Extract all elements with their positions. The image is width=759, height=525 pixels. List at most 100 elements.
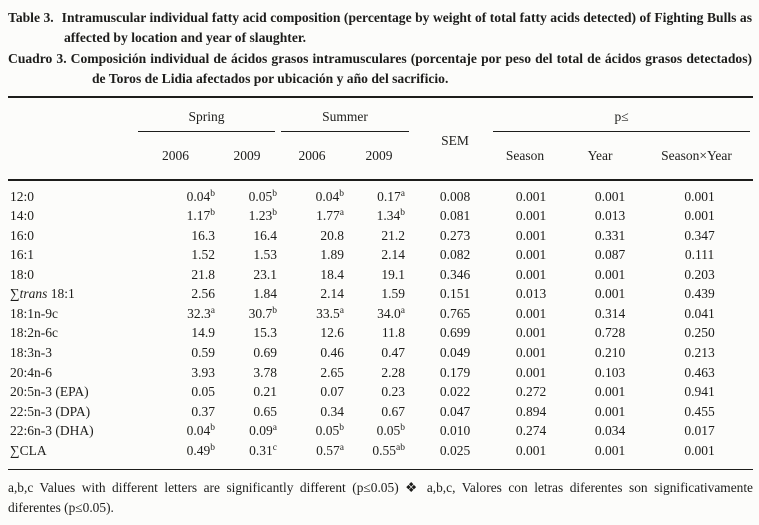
cell-value: 0.47: [381, 345, 406, 360]
value-cell-p-season: 0.001: [490, 440, 561, 471]
value-cell-sem: 0.765: [412, 304, 490, 324]
cell-value: 1.23: [248, 208, 273, 224]
value-cell-p-season: 0.001: [490, 323, 560, 343]
cell-value: 1.34: [376, 208, 401, 224]
cell-value: 20.8: [320, 227, 345, 243]
cell-value: 1.17: [186, 208, 211, 224]
value-cell-p-season-x-year: 0.001: [640, 440, 754, 471]
cell-superscript: b: [272, 305, 278, 316]
season-x-year-header: Season×Year: [640, 131, 754, 181]
cell-value: 0.001: [515, 266, 547, 282]
value-cell-summer-2009: 19.1: [346, 265, 412, 285]
row-label-text: 12:0: [10, 188, 35, 204]
sum-symbol: ∑: [10, 286, 20, 302]
table-row: 18:2n-6c 14.9 15.3 12.6 11.8 0.699 0.001…: [8, 323, 753, 343]
value-cell-summer-2006: 20.8: [278, 226, 346, 246]
value-cell-p-year: 0.001: [560, 284, 640, 304]
value-cell-summer-2006: 1.77a: [278, 206, 346, 226]
row-label-text: 18:0: [10, 266, 35, 282]
cell-value: 0.008: [439, 188, 471, 204]
cell-value: 0.04: [186, 423, 211, 439]
value-cell-spring-2006: 32.3a: [135, 304, 216, 324]
table-row: 18:3n-3 0.59 0.69 0.46 0.47 0.049 0.001 …: [8, 343, 753, 363]
cell-value: 0.05: [376, 423, 401, 439]
value-cell-summer-2006: 33.5a: [278, 304, 346, 324]
cell-value: 0.65: [253, 403, 278, 419]
value-cell-p-year: 0.087: [560, 245, 640, 265]
cell-value: 0.001: [515, 364, 547, 380]
value-cell-summer-2006: 0.46: [278, 343, 346, 363]
cell-value: 0.034: [594, 423, 626, 439]
cell-value: 15.3: [253, 325, 278, 341]
caption-spanish-text: Composición individual de ácidos grasos …: [70, 50, 753, 87]
summer-2006-header: 2006: [278, 131, 347, 181]
cell-value: 0.09: [249, 423, 273, 439]
row-label-text: CLA: [19, 442, 47, 458]
cell-value: 0.941: [684, 384, 715, 400]
table-row: 22:6n-3 (DHA) 0.04b 0.09a 0.05b 0.05b 0.…: [8, 421, 753, 441]
value-cell-spring-2006: 14.9: [135, 323, 216, 343]
cell-value: 0.31: [249, 442, 273, 458]
cell-value: 0.59: [191, 345, 215, 360]
value-cell-spring-2006: 1.52: [135, 245, 216, 265]
cell-value: 0.274: [515, 423, 547, 439]
cell-value: 0.001: [515, 325, 547, 341]
row-label: 20:5n-3 (EPA): [8, 382, 135, 402]
cell-value: 0.455: [684, 403, 715, 419]
value-cell-p-year: 0.103: [560, 363, 640, 383]
season-header: Season: [490, 131, 561, 181]
cell-value: 0.001: [684, 208, 715, 224]
value-cell-sem: 0.025: [412, 440, 491, 471]
cell-value: 1.59: [381, 286, 406, 302]
value-cell-summer-2009: 11.8: [346, 323, 412, 343]
value-cell-p-year: 0.314: [560, 304, 640, 324]
row-label: ∑CLA: [8, 440, 135, 471]
cell-value: 16.4: [253, 227, 278, 243]
cell-value: 2.14: [320, 286, 345, 302]
table-body: 12:0 0.04b 0.05b 0.04b 0.17a 0.008 0.001…: [8, 180, 754, 471]
row-label: ∑trans 18:1: [8, 284, 135, 304]
value-cell-spring-2009: 0.05b: [216, 180, 278, 207]
value-cell-summer-2006: 0.07: [278, 382, 346, 402]
spring-group-label: Spring: [138, 98, 276, 132]
value-cell-spring-2006: 16.3: [135, 226, 216, 246]
value-cell-summer-2006: 0.57a: [278, 440, 347, 471]
value-cell-summer-2009: 0.55ab: [346, 440, 413, 471]
cell-value: 0.103: [594, 364, 626, 380]
value-cell-spring-2009: 0.21: [216, 382, 278, 402]
value-cell-summer-2009: 0.47: [346, 343, 412, 363]
cell-value: 1.77: [316, 208, 340, 224]
value-cell-p-season: 0.001: [490, 245, 560, 265]
table-row: 14:0 1.17b 1.23b 1.77a 1.34b 0.081 0.001…: [8, 206, 753, 226]
value-cell-p-season-x-year: 0.439: [640, 284, 753, 304]
row-label-text: 18:1n-9c: [10, 305, 58, 321]
value-cell-summer-2006: 2.14: [278, 284, 346, 304]
value-cell-sem: 0.010: [412, 421, 490, 441]
value-cell-p-season-x-year: 0.111: [640, 245, 753, 265]
value-cell-sem: 0.179: [412, 363, 490, 383]
table-row: 20:4n-6 3.93 3.78 2.65 2.28 0.179 0.001 …: [8, 363, 753, 383]
value-cell-sem: 0.273: [412, 226, 490, 246]
value-cell-p-season: 0.001: [490, 226, 560, 246]
cell-value: 0.69: [253, 345, 278, 360]
value-cell-p-season-x-year: 0.041: [640, 304, 753, 324]
value-cell-sem: 0.047: [412, 402, 490, 422]
cell-value: 0.699: [439, 325, 471, 341]
value-cell-p-season: 0.001: [490, 206, 560, 226]
row-label: 20:4n-6: [8, 363, 135, 383]
value-cell-spring-2009: 1.84: [216, 284, 278, 304]
cell-value: 0.087: [594, 247, 626, 263]
value-cell-summer-2009: 0.67: [346, 402, 412, 422]
cell-value: 2.28: [381, 364, 406, 380]
table-row: ∑trans 18:1 2.56 1.84 2.14 1.59 0.151 0.…: [8, 284, 753, 304]
value-cell-spring-2006: 0.37: [135, 402, 216, 422]
value-cell-spring-2009: 0.69: [216, 343, 278, 363]
cell-superscript: b: [400, 208, 406, 219]
caption-spanish: Cuadro 3. Composición individual de ácido…: [8, 49, 752, 90]
cell-value: 0.203: [684, 266, 715, 282]
cell-value: 11.8: [381, 325, 406, 341]
cell-superscript: b: [272, 188, 278, 199]
row-label-text: 16:1: [10, 247, 35, 263]
row-label-italic: trans: [19, 286, 48, 302]
